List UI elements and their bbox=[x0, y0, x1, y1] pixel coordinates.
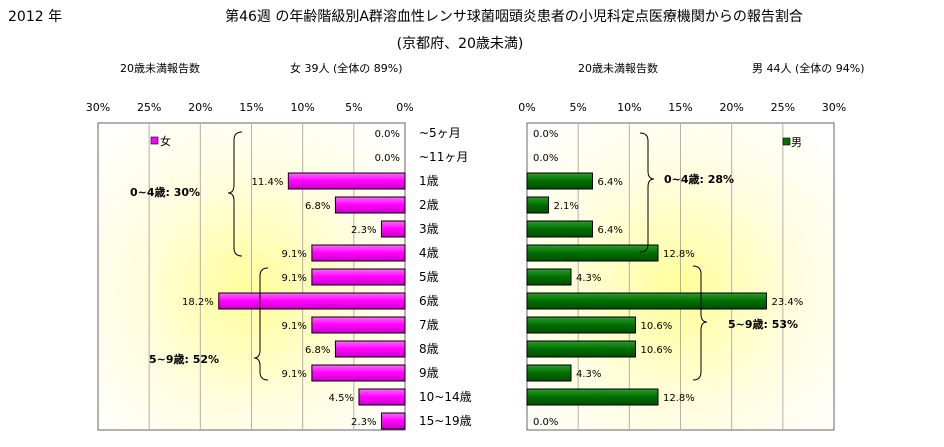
female-tick-label: 10% bbox=[290, 101, 314, 114]
category-label: ~11ヶ月 bbox=[419, 150, 468, 164]
male-data-label: 4.3% bbox=[576, 369, 601, 380]
female-legend-swatch bbox=[150, 136, 159, 145]
male-legend-label: 男 bbox=[791, 136, 802, 149]
male-data-label: 6.4% bbox=[597, 225, 622, 236]
male-brace-5-9 bbox=[692, 265, 708, 381]
year-label: 2012 年 bbox=[8, 9, 62, 25]
category-label: 7歳 bbox=[419, 318, 439, 332]
male-caption-label: 20歳未満報告数 bbox=[578, 62, 658, 75]
male-tick-label: 5% bbox=[569, 101, 586, 114]
female-data-label: 9.1% bbox=[281, 249, 306, 260]
female-data-label: 6.8% bbox=[305, 345, 330, 356]
male-data-label: 12.8% bbox=[663, 393, 695, 404]
male-tick-label: 0% bbox=[518, 101, 535, 114]
female-group-label-0-4: 0~4歳: 30% bbox=[130, 185, 200, 199]
female-data-label: 6.8% bbox=[305, 201, 330, 212]
male-data-label: 23.4% bbox=[771, 297, 803, 308]
male-data-label: 0.0% bbox=[533, 417, 558, 428]
female-tick-label: 30% bbox=[86, 101, 110, 114]
male-data-label: 0.0% bbox=[533, 153, 558, 164]
female-data-label: 4.5% bbox=[329, 393, 354, 404]
female-data-label: 0.0% bbox=[375, 153, 400, 164]
category-label: 4歳 bbox=[419, 246, 439, 260]
male-bar bbox=[526, 196, 549, 214]
female-data-label: 18.2% bbox=[182, 297, 214, 308]
female-bar bbox=[311, 364, 406, 382]
female-brace-0-4 bbox=[227, 131, 243, 257]
female-bar bbox=[287, 172, 406, 190]
female-bar bbox=[311, 316, 406, 334]
male-group-label-5-9: 5~9歳: 53% bbox=[728, 317, 798, 331]
male-tick-label: 30% bbox=[822, 101, 846, 114]
category-label: 3歳 bbox=[419, 222, 439, 236]
male-bar bbox=[526, 268, 572, 286]
female-caption-label: 20歳未満報告数 bbox=[120, 62, 200, 75]
male-tick-label: 20% bbox=[719, 101, 743, 114]
female-legend-label: 女 bbox=[160, 134, 171, 148]
category-label: 8歳 bbox=[419, 342, 439, 356]
male-tick-label: 25% bbox=[771, 101, 795, 114]
category-label: 9歳 bbox=[419, 366, 439, 380]
female-tick-label: 20% bbox=[188, 101, 212, 114]
female-bar bbox=[380, 220, 406, 238]
female-tick-label: 25% bbox=[137, 101, 161, 114]
female-tick-label: 5% bbox=[345, 101, 362, 114]
category-label: 10~14歳 bbox=[419, 390, 472, 404]
female-bar bbox=[380, 412, 406, 430]
chart-subtitle: (京都府、20歳未満) bbox=[397, 36, 524, 52]
male-bar bbox=[526, 244, 659, 262]
female-data-label: 2.3% bbox=[351, 225, 376, 236]
female-data-label: 9.1% bbox=[281, 273, 306, 284]
male-tick-label: 10% bbox=[617, 101, 641, 114]
female-data-label: 0.0% bbox=[375, 129, 400, 140]
category-label: 2歳 bbox=[419, 198, 439, 212]
chart-title: 第46週 の年齢階級別A群溶血性レンサ球菌咽頭炎患者の小児科定点医療機関からの報… bbox=[225, 8, 803, 25]
male-data-label: 2.1% bbox=[553, 201, 578, 212]
category-label: 5歳 bbox=[419, 270, 439, 284]
male-data-label: 10.6% bbox=[640, 345, 672, 356]
male-data-label: 0.0% bbox=[533, 129, 558, 140]
male-bar bbox=[526, 364, 572, 382]
male-data-label: 4.3% bbox=[576, 273, 601, 284]
male-bar bbox=[526, 292, 767, 310]
female-data-label: 2.3% bbox=[351, 417, 376, 428]
male-bar bbox=[526, 172, 593, 190]
male-bar bbox=[526, 220, 593, 238]
category-label: ~5ヶ月 bbox=[419, 126, 461, 140]
female-caption-info: 女 39人 (全体の 89%) bbox=[290, 61, 403, 75]
female-tick-label: 0% bbox=[396, 101, 413, 114]
male-tick-label: 15% bbox=[668, 101, 692, 114]
male-caption-info: 男 44人 (全体の 94%) bbox=[752, 61, 865, 75]
male-data-label: 6.4% bbox=[597, 177, 622, 188]
female-brace-5-9 bbox=[253, 267, 269, 381]
category-label: 6歳 bbox=[419, 294, 439, 308]
female-bar bbox=[311, 268, 406, 286]
female-bar bbox=[358, 388, 406, 406]
male-data-label: 12.8% bbox=[663, 249, 695, 260]
male-bar bbox=[526, 340, 636, 358]
female-data-label: 11.4% bbox=[252, 177, 284, 188]
female-bar bbox=[334, 340, 406, 358]
male-bar bbox=[526, 388, 659, 406]
female-bar bbox=[218, 292, 406, 310]
female-data-label: 9.1% bbox=[281, 369, 306, 380]
male-legend-swatch bbox=[782, 137, 791, 146]
female-bar bbox=[311, 244, 406, 262]
female-bar bbox=[334, 196, 406, 214]
category-label: 15~19歳 bbox=[419, 414, 472, 428]
female-data-label: 9.1% bbox=[281, 321, 306, 332]
male-bar bbox=[526, 316, 636, 334]
male-data-label: 10.6% bbox=[640, 321, 672, 332]
male-group-label-0-4: 0~4歳: 28% bbox=[664, 172, 734, 186]
female-group-label-5-9: 5~9歳: 52% bbox=[149, 352, 219, 366]
female-tick-label: 15% bbox=[239, 101, 263, 114]
category-label: 1歳 bbox=[419, 174, 439, 188]
male-brace-0-4 bbox=[639, 132, 655, 253]
